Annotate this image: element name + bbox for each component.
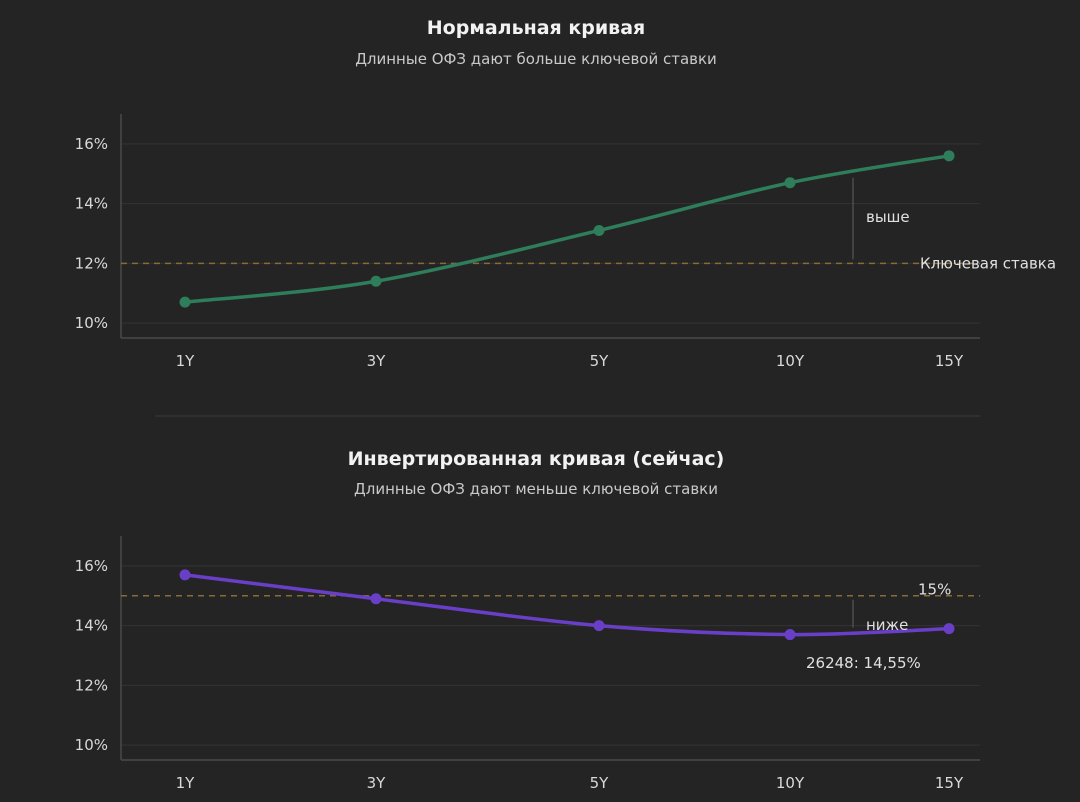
- x-tick-label: 5Y: [590, 774, 610, 792]
- y-tick-label: 12%: [75, 254, 108, 272]
- annotation-below: ниже: [866, 616, 908, 634]
- x-tick-label: 10Y: [776, 352, 805, 370]
- x-tick-label: 1Y: [176, 352, 196, 370]
- x-tick-label: 15Y: [935, 774, 964, 792]
- y-tick-label: 14%: [75, 195, 108, 213]
- y-tick-label: 12%: [75, 676, 108, 694]
- chart-subtitle: Длинные ОФЗ дают меньше ключевой ставки: [354, 480, 718, 498]
- reference-line-label: 15%: [918, 581, 951, 599]
- data-point[interactable]: [784, 177, 796, 189]
- y-tick-label: 16%: [75, 135, 108, 153]
- x-tick-label: 3Y: [367, 774, 387, 792]
- chart-inverted-curve: Инвертированная кривая (сейчас) Длинные …: [75, 448, 980, 792]
- x-tick-label: 10Y: [776, 774, 805, 792]
- data-point[interactable]: [179, 569, 191, 581]
- data-point[interactable]: [370, 593, 382, 605]
- data-point[interactable]: [370, 275, 382, 287]
- data-point[interactable]: [943, 150, 955, 162]
- x-tick-label: 15Y: [935, 352, 964, 370]
- x-tick-label: 3Y: [367, 352, 387, 370]
- data-point[interactable]: [943, 623, 955, 635]
- chart-subtitle: Длинные ОФЗ дают больше ключевой ставки: [355, 50, 717, 68]
- reference-line-label: Ключевая ставка: [920, 254, 1056, 272]
- chart-normal-curve: Нормальная кривая Длинные ОФЗ дают больш…: [75, 17, 1056, 370]
- y-tick-label: 10%: [75, 314, 108, 332]
- y-tick-label: 14%: [75, 617, 108, 635]
- y-tick-label: 16%: [75, 557, 108, 575]
- data-point[interactable]: [784, 629, 796, 641]
- data-point[interactable]: [593, 224, 605, 236]
- x-tick-label: 1Y: [176, 774, 196, 792]
- bond-value-label: 26248: 14,55%: [806, 654, 921, 672]
- x-tick-label: 5Y: [590, 352, 610, 370]
- data-point[interactable]: [593, 620, 605, 632]
- y-tick-label: 10%: [75, 736, 108, 754]
- annotation-above: выше: [866, 208, 910, 226]
- chart-title: Инвертированная кривая (сейчас): [348, 448, 725, 470]
- data-point[interactable]: [179, 296, 191, 308]
- chart-title: Нормальная кривая: [427, 17, 645, 39]
- series-line: [183, 154, 951, 304]
